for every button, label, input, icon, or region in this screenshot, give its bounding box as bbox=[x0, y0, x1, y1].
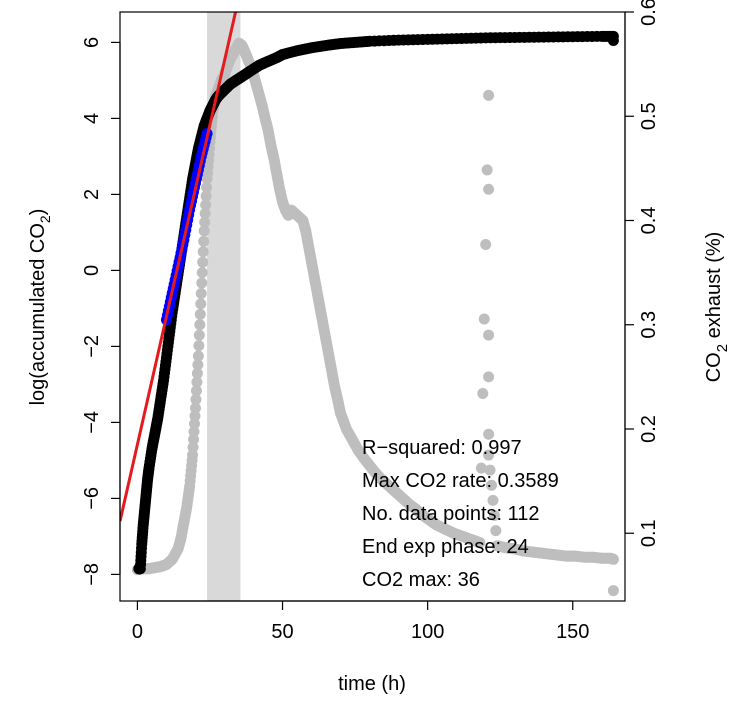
x-tick-label: 100 bbox=[411, 621, 444, 643]
point-fill-2 bbox=[190, 385, 202, 397]
y-axis-left: −8 −6 −4 −2 0 2 4 6 bbox=[81, 37, 121, 586]
point-fill-2 bbox=[481, 164, 493, 176]
point-2-104 bbox=[607, 585, 619, 597]
point-fill-0 bbox=[533, 31, 545, 43]
point-fill-2 bbox=[194, 319, 206, 331]
point-2-87 bbox=[483, 428, 495, 440]
point-fill-0 bbox=[562, 31, 574, 43]
point-fill-2 bbox=[488, 510, 500, 522]
point-2-88 bbox=[483, 449, 495, 461]
point-fill-2 bbox=[195, 298, 207, 310]
point-2-84 bbox=[483, 183, 495, 195]
point-fill-2 bbox=[607, 553, 619, 565]
point-fill-2 bbox=[196, 277, 208, 289]
stat-co2-max: CO2 max: 36 bbox=[362, 569, 480, 591]
point-fill-2 bbox=[188, 418, 200, 430]
stat-data-points: No. data points: 112 bbox=[362, 503, 540, 525]
y-left-tick-label: 2 bbox=[81, 189, 103, 200]
series-0 bbox=[133, 30, 619, 575]
y-axis-right-label: CO2 exhaust (%) bbox=[703, 232, 731, 383]
x-axis: 0 50 100 150 bbox=[132, 600, 589, 643]
point-fill-0 bbox=[605, 30, 617, 42]
y-right-tick-label: 0.6 bbox=[638, 0, 660, 26]
point-fill-2 bbox=[200, 190, 212, 202]
point-fill-2 bbox=[480, 238, 492, 250]
point-fill-0 bbox=[388, 34, 400, 46]
y-right-tick-label: 0.2 bbox=[638, 415, 660, 443]
point-fill-2 bbox=[189, 410, 201, 422]
y-axis-left-label: log(accumulated CO2) bbox=[27, 209, 53, 406]
point-2-15 bbox=[195, 287, 207, 299]
point-fill-2 bbox=[199, 208, 211, 220]
point-fill-0 bbox=[446, 33, 458, 45]
point-fill-2 bbox=[188, 433, 200, 445]
y-left-tick-label: −6 bbox=[81, 487, 103, 510]
y-right-tick-label: 0.5 bbox=[638, 102, 660, 130]
point-fill-2 bbox=[188, 426, 200, 438]
point-fill-2 bbox=[472, 536, 484, 548]
point-fill-0 bbox=[504, 32, 516, 44]
point-fill-2 bbox=[186, 454, 198, 466]
point-fill-2 bbox=[191, 367, 203, 379]
point-fill-2 bbox=[191, 376, 203, 388]
series-2 bbox=[131, 37, 619, 597]
y-right-tick-label: 0.3 bbox=[638, 311, 660, 339]
point-fill-2 bbox=[484, 464, 496, 476]
y-left-tick-label: 0 bbox=[81, 265, 103, 276]
point-fill-2 bbox=[197, 246, 209, 258]
y-left-tick-label: 6 bbox=[81, 37, 103, 48]
x-tick-label: 50 bbox=[271, 621, 293, 643]
point-fill-2 bbox=[490, 525, 502, 537]
point-fill-0 bbox=[475, 32, 487, 44]
point-fill-2 bbox=[199, 216, 211, 228]
point-fill-2 bbox=[194, 308, 206, 320]
y-left-tick-label: −4 bbox=[81, 411, 103, 434]
point-2-16 bbox=[198, 225, 210, 237]
point-fill-0 bbox=[417, 33, 429, 45]
point-fill-2 bbox=[477, 388, 489, 400]
point-fill-2 bbox=[197, 256, 209, 268]
y-left-tick-label: −2 bbox=[81, 335, 103, 358]
point-fill-2 bbox=[200, 199, 212, 211]
point-fill-2 bbox=[201, 181, 213, 193]
point-fill-2 bbox=[193, 329, 205, 341]
point-fill-2 bbox=[478, 313, 490, 325]
point-2-83 bbox=[483, 89, 495, 101]
point-fill-2 bbox=[192, 359, 204, 371]
point-fill-2 bbox=[190, 393, 202, 405]
point-2-85 bbox=[483, 329, 495, 341]
y-left-tick-label: 4 bbox=[81, 113, 103, 124]
y-axis-right: 0.1 0.2 0.3 0.4 0.5 0.6 bbox=[624, 0, 660, 547]
stat-end-exp-phase: End exp phase: 24 bbox=[362, 536, 529, 558]
x-axis-label: time (h) bbox=[338, 673, 406, 695]
point-fill-2 bbox=[183, 484, 195, 496]
y-left-tick-label: −8 bbox=[81, 563, 103, 586]
y-right-tick-label: 0.4 bbox=[638, 207, 660, 235]
point-2-13 bbox=[189, 402, 201, 414]
fit-line bbox=[120, 12, 238, 522]
point-fill-2 bbox=[196, 267, 208, 279]
stats-annotation: R−squared: 0.997 Max CO2 rate: 0.3589 No… bbox=[362, 437, 559, 591]
y-right-tick-label: 0.1 bbox=[638, 519, 660, 547]
point-2-86 bbox=[483, 371, 495, 383]
point-fill-2 bbox=[485, 479, 497, 491]
point-fill-2 bbox=[487, 494, 499, 506]
stat-max-rate: Max CO2 rate: 0.3589 bbox=[362, 470, 559, 492]
point-fill-2 bbox=[193, 340, 205, 352]
stat-r-squared: R−squared: 0.997 bbox=[362, 437, 522, 459]
point-fill-2 bbox=[475, 462, 487, 474]
x-tick-label: 0 bbox=[132, 621, 143, 643]
point-fill-2 bbox=[198, 235, 210, 247]
x-tick-label: 150 bbox=[556, 621, 589, 643]
point-fill-2 bbox=[187, 441, 199, 453]
point-2-14 bbox=[192, 350, 204, 362]
